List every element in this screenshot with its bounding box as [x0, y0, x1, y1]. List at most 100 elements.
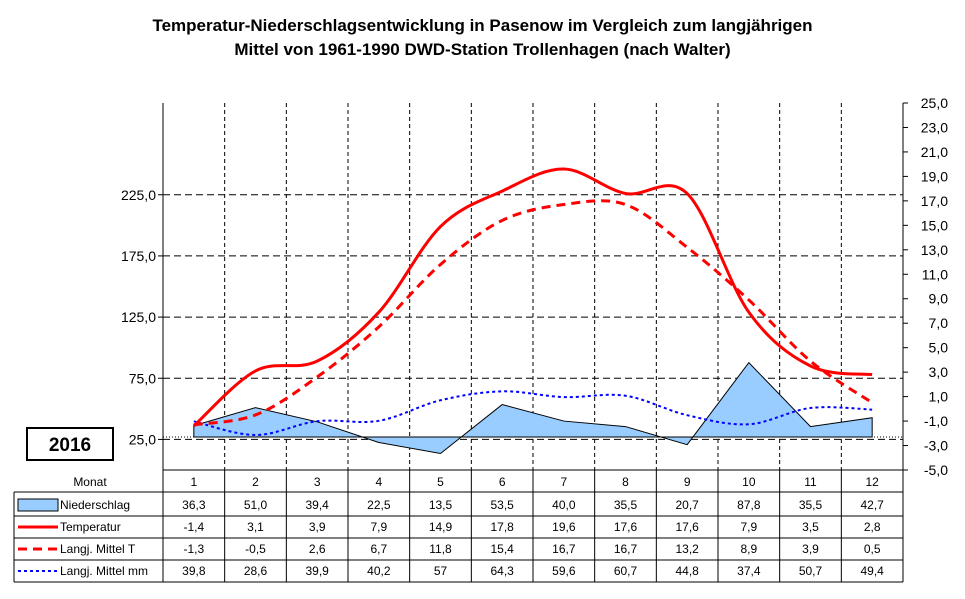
table-cell-value: 16,7: [614, 542, 638, 556]
table-cell-value: 64,3: [490, 564, 514, 578]
table-cell-value: 37,4: [737, 564, 761, 578]
right-tick-label: 23,0: [921, 119, 948, 135]
table-cell-value: 3,1: [247, 520, 264, 534]
table-cell-value: 7,9: [740, 520, 757, 534]
legend-name: Langj. Mittel T: [60, 542, 136, 556]
series-line-temperatur: [192, 167, 873, 428]
month-label: 1: [190, 475, 197, 489]
table-cell-value: 19,6: [552, 520, 576, 534]
precipitation-area: [193, 361, 873, 455]
right-tick-label: 3,0: [929, 364, 949, 380]
table-cell-value: 13,5: [429, 498, 453, 512]
legend-name: Langj. Mittel mm: [60, 564, 148, 578]
month-label: 10: [742, 475, 756, 489]
table-cell-value: 7,9: [370, 520, 387, 534]
table-cell-value: 17,8: [490, 520, 514, 534]
right-tick-label: 21,0: [921, 144, 948, 160]
table-cell-value: 6,7: [370, 542, 387, 556]
month-label: 8: [622, 475, 629, 489]
table-cell-value: 40,2: [367, 564, 391, 578]
table-cell-value: 42,7: [860, 498, 884, 512]
table-cell-value: 0,5: [864, 542, 881, 556]
table-cell-value: 59,6: [552, 564, 576, 578]
right-tick-label: 25,0: [921, 95, 948, 111]
month-label: 11: [804, 475, 817, 489]
month-header: Monat: [73, 475, 107, 489]
chart-title-line-2: Mittel von 1961-1990 DWD-Station Trollen…: [234, 40, 731, 59]
table-cell-value: 35,5: [799, 498, 823, 512]
table-cell-value: 14,9: [429, 520, 453, 534]
right-tick-label: 11,0: [922, 266, 948, 282]
year-box-frame: [26, 427, 114, 461]
legend-name: Niederschlag: [60, 498, 130, 512]
table-cell-value: 49,4: [860, 564, 884, 578]
table-cell-value: -1,3: [183, 542, 204, 556]
table-cell-value: 87,8: [737, 498, 761, 512]
table-cell-value: 13,2: [675, 542, 699, 556]
right-tick-label: 15,0: [921, 217, 948, 233]
left-tick-label: 25,0: [129, 431, 156, 447]
table-cell-value: 17,6: [614, 520, 638, 534]
table-cell-value: 15,4: [490, 542, 514, 556]
year-label: 2016: [49, 435, 91, 456]
month-label: 5: [437, 475, 444, 489]
series-line-langj-mittel-t: [193, 199, 874, 427]
month-label: 3: [314, 475, 321, 489]
table-cell-value: 39,4: [305, 498, 329, 512]
right-tick-label: -3,0: [924, 438, 948, 454]
table-cell-value: 36,3: [182, 498, 206, 512]
legend-name: Temperatur: [60, 520, 121, 534]
month-label: 12: [865, 475, 879, 489]
right-tick-label: 19,0: [921, 168, 948, 184]
right-tick-label: 7,0: [929, 315, 949, 331]
axes: 25,0 75,0 125,0 175,0 225,0 -5,0 -3,0 -1,0 1,0 3,…: [121, 95, 948, 478]
table-cell-value: 3,9: [802, 542, 819, 556]
left-tick-label: 225,0: [121, 187, 156, 203]
table-cell-value: 51,0: [244, 498, 268, 512]
month-label: 4: [375, 475, 382, 489]
year-box: 2016: [26, 427, 114, 461]
table-cell-value: 11,8: [429, 542, 452, 556]
table-cell-value: 22,5: [367, 498, 391, 512]
chart-title: Temperatur-Niederschlagsentwicklung in P…: [0, 14, 965, 62]
left-tick-label: 125,0: [121, 309, 156, 325]
table-cell-value: 35,5: [614, 498, 638, 512]
right-tick-label: 17,0: [921, 193, 948, 209]
right-tick-label: -5,0: [924, 462, 948, 478]
table-cell-value: -0,5: [245, 542, 266, 556]
table-cell-value: 20,7: [675, 498, 699, 512]
table-cell-value: 44,8: [675, 564, 699, 578]
table-cell-value: -1,4: [183, 520, 204, 534]
table-cell-value: 40,0: [552, 498, 576, 512]
series-lines: [192, 167, 874, 437]
right-tick-label: 5,0: [929, 340, 949, 356]
table-cell-value: 39,8: [182, 564, 206, 578]
right-tick-label: 1,0: [929, 389, 949, 405]
table-cell-value: 39,9: [305, 564, 329, 578]
month-label: 6: [499, 475, 506, 489]
table-cell-value: 28,6: [244, 564, 268, 578]
chart-title-line-1: Temperatur-Niederschlagsentwicklung in P…: [152, 16, 813, 35]
table-cell-value: 8,9: [740, 542, 757, 556]
legend-swatch-niederschlag: [17, 498, 59, 512]
table-cell-value: 53,5: [490, 498, 514, 512]
month-label: 2: [252, 475, 259, 489]
right-tick-label: 13,0: [921, 242, 948, 258]
table-cell-value: 50,7: [799, 564, 823, 578]
table-cell-value: 60,7: [614, 564, 638, 578]
table-cell-value: 16,7: [552, 542, 576, 556]
table-cell-value: 57: [434, 564, 448, 578]
right-tick-label: 9,0: [929, 291, 949, 307]
table-cell-value: 17,6: [675, 520, 699, 534]
table-cell-value: 2,8: [864, 520, 881, 534]
table-cell-value: 2,6: [309, 542, 326, 556]
left-tick-label: 75,0: [129, 370, 156, 386]
right-tick-label: -1,0: [924, 413, 948, 429]
table-cell-value: 3,5: [802, 520, 819, 534]
month-label: 9: [684, 475, 691, 489]
left-tick-label: 175,0: [121, 248, 156, 264]
precipitation-area-shape: [193, 361, 873, 455]
month-label: 7: [560, 475, 567, 489]
